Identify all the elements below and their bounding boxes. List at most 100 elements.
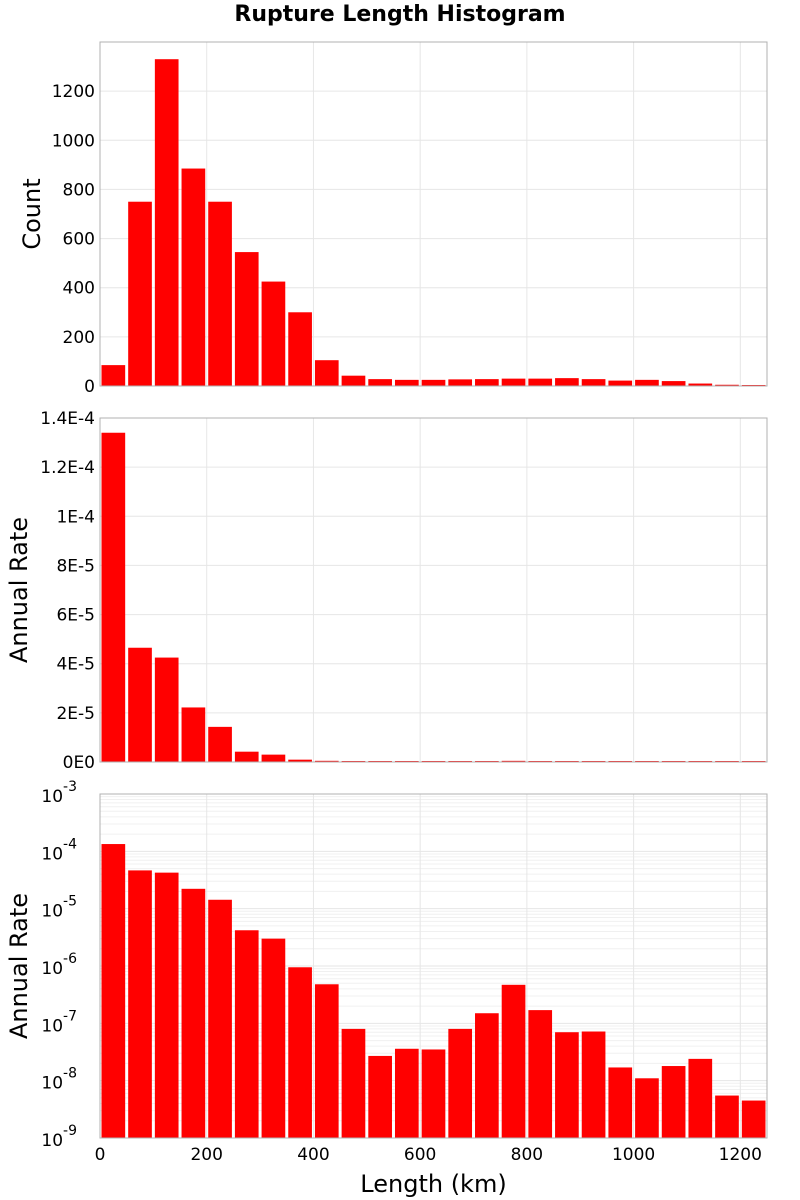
histogram-bar [101, 432, 126, 762]
histogram-bar [528, 378, 553, 386]
y-tick-label: 1E-4 [56, 507, 95, 527]
plot-frame [99, 793, 768, 1139]
y-tick-exponent: -8 [63, 1066, 77, 1082]
histogram-bar [261, 938, 286, 1138]
histogram-bar [448, 1028, 473, 1138]
histogram-bar [341, 1028, 366, 1138]
y-tick-label: 6E-5 [56, 606, 95, 626]
histogram-bar [661, 381, 686, 386]
histogram-bar [314, 984, 339, 1138]
histogram-bar [394, 379, 419, 386]
y-tick-label: 600 [63, 230, 95, 250]
histogram-bar [448, 379, 473, 386]
histogram-bar [741, 1100, 766, 1138]
y-tick-label: 1000 [52, 131, 95, 151]
histogram-bar [288, 967, 312, 1138]
y-tick-label: 4E-5 [56, 655, 95, 675]
histogram-bar [635, 379, 659, 386]
x-tick-label: 600 [404, 1145, 436, 1165]
y-tick-label: 2E-5 [56, 704, 95, 724]
histogram-bar [555, 378, 579, 386]
histogram-bar [368, 379, 392, 386]
y-tick-label: 200 [63, 328, 95, 348]
histogram-bar [475, 1013, 499, 1138]
histogram-bar [528, 1010, 553, 1138]
histogram-bar [208, 201, 232, 386]
y-tick-exponent: -5 [63, 894, 77, 910]
y-axis-label: Annual Rate [5, 893, 33, 1039]
y-tick-base: 10 [41, 844, 63, 864]
y-tick-exponent: -9 [63, 1123, 77, 1139]
histogram-bar [261, 754, 286, 762]
y-tick-label: 400 [63, 279, 95, 299]
histogram-bar [181, 168, 206, 386]
y-tick-exponent: -3 [63, 779, 77, 795]
histogram-bar [261, 281, 286, 386]
chart-title: Rupture Length Histogram [234, 2, 566, 27]
plot-frame [99, 417, 768, 763]
x-axis-label: Length (km) [360, 1170, 506, 1198]
y-tick-label: 1.4E-4 [40, 409, 95, 429]
histogram-bar [608, 1067, 633, 1138]
histogram-bar [715, 1095, 739, 1138]
y-tick-label: 10-3 [41, 779, 77, 807]
y-tick-label: 8E-5 [56, 556, 95, 576]
plot-frame [99, 41, 768, 387]
y-tick-base: 10 [41, 902, 63, 922]
histogram-bar [421, 1049, 446, 1138]
histogram-bar [394, 1048, 419, 1138]
histogram-bar [501, 378, 526, 386]
histogram-bar [421, 379, 446, 386]
histogram-bar [661, 1066, 686, 1138]
y-tick-base: 10 [41, 1074, 63, 1094]
histogram-bar [154, 872, 179, 1138]
y-tick-base: 10 [41, 1131, 63, 1151]
histogram-bar [715, 384, 739, 386]
histogram-bar [341, 375, 366, 386]
y-tick-label: 1200 [52, 82, 95, 102]
x-tick-label: 1200 [719, 1145, 762, 1165]
x-tick-label: 1000 [612, 1145, 655, 1165]
x-tick-label: 400 [297, 1145, 329, 1165]
y-tick-base: 10 [41, 1016, 63, 1036]
y-tick-base: 10 [41, 787, 63, 807]
y-tick-label: 800 [63, 180, 95, 200]
y-tick-base: 10 [41, 959, 63, 979]
histogram-bar [314, 760, 339, 762]
histogram-bar [581, 379, 606, 386]
histogram-bar [208, 726, 232, 762]
y-tick-label: 10-7 [41, 1008, 77, 1036]
panel-2: 0E0 2E-5 4E-5 6E-5 8E-5 1E-4 1.2E-4 1.4E-4 Annua… [5, 409, 768, 773]
histogram-bar [128, 647, 152, 762]
x-tick-label: 200 [190, 1145, 222, 1165]
y-tick-label: 0E0 [63, 753, 95, 773]
x-tick-label: 0 [95, 1145, 106, 1165]
histogram-bar [128, 201, 152, 386]
x-tick-label: 800 [511, 1145, 543, 1165]
y-axis-label: Count [18, 178, 46, 249]
histogram-bar [181, 707, 206, 762]
histogram-bar [501, 760, 526, 762]
histogram-bar [608, 380, 633, 386]
y-tick-label: 10-6 [41, 951, 77, 979]
y-tick-label: 10-8 [41, 1066, 77, 1094]
y-tick-label: 10-4 [41, 836, 77, 864]
histogram-bar [368, 1055, 392, 1138]
y-tick-label: 10-9 [41, 1123, 77, 1151]
y-tick-exponent: -7 [63, 1008, 77, 1024]
histogram-bar [101, 844, 126, 1138]
histogram-bar [234, 751, 259, 762]
histogram-bar [208, 899, 232, 1138]
y-tick-label: 1.2E-4 [40, 458, 95, 478]
y-axis-label: Annual Rate [5, 517, 33, 663]
histogram-bar [154, 59, 179, 386]
y-tick-label: 0 [84, 377, 95, 397]
histogram-bar [288, 759, 312, 762]
histogram-bar [688, 383, 713, 386]
histogram-bar [581, 1031, 606, 1138]
histogram-bar [688, 1058, 713, 1138]
histogram-bar [181, 888, 206, 1138]
histogram-bar [128, 870, 152, 1138]
